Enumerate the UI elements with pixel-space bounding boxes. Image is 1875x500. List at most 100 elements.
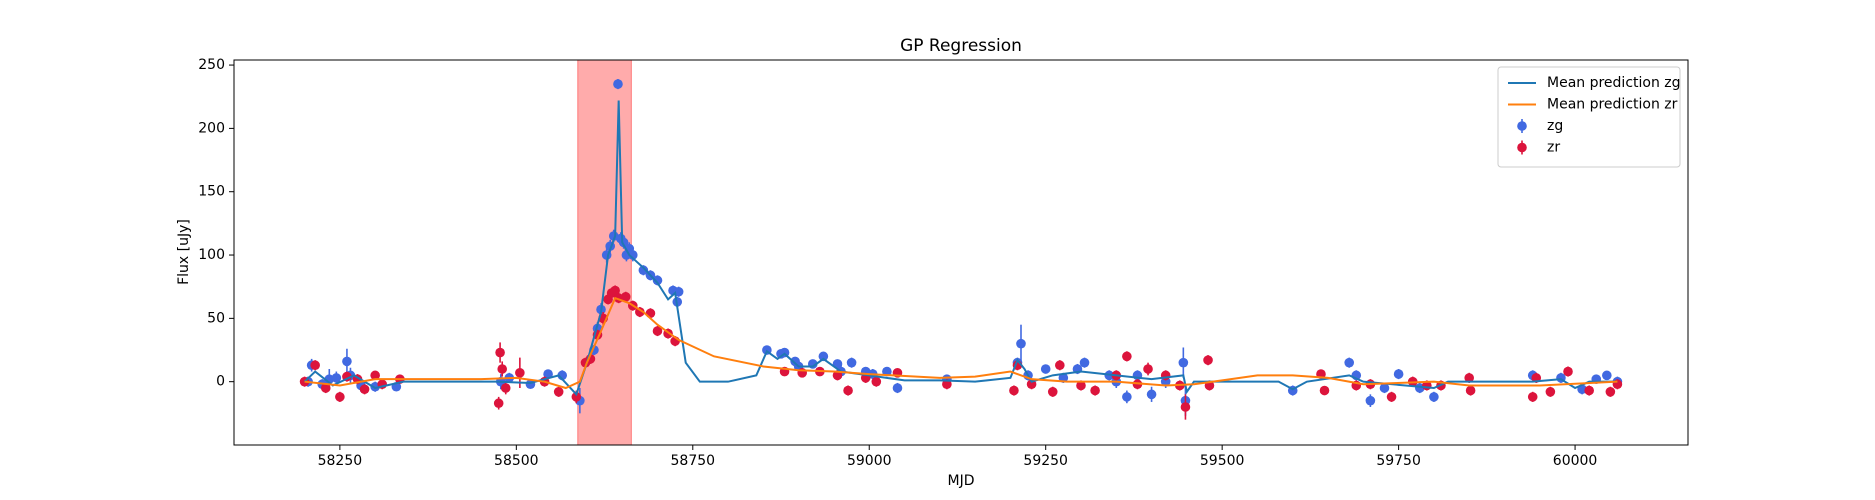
data-point (515, 368, 525, 378)
x-tick-label: 59000 (847, 453, 892, 469)
error-point (1379, 382, 1390, 394)
x-tick-label: 58500 (494, 453, 539, 469)
data-point (495, 347, 505, 358)
error-point (1047, 386, 1058, 397)
data-point (1602, 370, 1612, 381)
data-point (331, 373, 342, 383)
data-point (310, 360, 320, 371)
data-point (1344, 357, 1355, 368)
error-point (1605, 386, 1616, 397)
data-point (1079, 357, 1090, 368)
data-point (1090, 385, 1100, 396)
data-point (1203, 355, 1213, 365)
data-point (635, 307, 645, 317)
data-point (1429, 392, 1439, 402)
error-point (1090, 385, 1100, 396)
error-point (1040, 364, 1051, 374)
error-point (1393, 369, 1404, 380)
error-point (342, 348, 352, 375)
legend-label: zg (1547, 118, 1563, 134)
error-point (331, 371, 342, 385)
error-point (359, 384, 370, 395)
error-point (543, 369, 553, 379)
legend-swatch (1517, 121, 1527, 131)
x-tick-label: 59750 (1376, 453, 1421, 469)
error-point (620, 291, 631, 302)
error-point (1527, 391, 1538, 402)
data-point (1143, 364, 1153, 374)
legend-label: Mean prediction zr (1547, 97, 1678, 113)
data-point (553, 387, 564, 397)
y-tick-label: 50 (207, 310, 225, 326)
error-point (370, 370, 380, 381)
data-point (846, 357, 857, 368)
data-point (1605, 387, 1616, 397)
mean-line (304, 296, 1618, 390)
data-point (335, 392, 345, 402)
axes-frame (233, 59, 1689, 446)
data-point (1122, 351, 1132, 362)
x-tick-label: 60000 (1553, 453, 1598, 469)
data-point (497, 364, 508, 374)
error-point (1584, 385, 1594, 396)
data-point (571, 392, 582, 402)
data-point (1527, 392, 1538, 402)
error-point (1429, 391, 1439, 402)
legend-label: Mean prediction zg (1547, 75, 1681, 91)
data-point (1040, 364, 1051, 374)
data-point (370, 370, 380, 381)
error-point (553, 386, 564, 397)
error-point (871, 376, 882, 387)
error-point (1545, 386, 1556, 397)
data-point (1047, 387, 1058, 397)
data-point (1365, 395, 1376, 406)
error-point (610, 285, 620, 296)
x-tick-label: 58750 (671, 453, 716, 469)
error-point (1122, 390, 1132, 404)
data-point (1464, 373, 1474, 383)
y-axis-label: Flux [uJy] (176, 219, 192, 285)
data-point (1076, 380, 1086, 391)
error-point (652, 325, 663, 337)
error-point (497, 361, 508, 377)
data-point (638, 265, 649, 276)
chart-title: GP Regression (900, 36, 1022, 56)
plot-area (299, 60, 1623, 445)
data-point (1319, 385, 1330, 396)
data-point (1055, 360, 1065, 371)
data-point (500, 383, 511, 393)
data-point (610, 285, 620, 296)
error-point (1122, 351, 1132, 362)
y-tick-label: 0 (216, 374, 225, 390)
data-point (1009, 385, 1019, 396)
data-point (1180, 402, 1191, 412)
error-point (1009, 385, 1019, 396)
x-tick-label: 59500 (1200, 453, 1245, 469)
data-point (871, 376, 882, 387)
error-point (1203, 355, 1213, 366)
legend-box (1497, 66, 1681, 168)
error-point (1143, 362, 1153, 376)
error-point (645, 308, 656, 319)
data-point (1545, 387, 1556, 397)
legend-swatch (1517, 142, 1527, 153)
data-point (652, 275, 663, 286)
error-point (1465, 385, 1476, 396)
data-point (1379, 383, 1390, 393)
data-point (1016, 338, 1026, 349)
error-point (1146, 386, 1157, 402)
error-point (843, 385, 853, 396)
error-point (335, 391, 345, 402)
data-point (620, 292, 631, 302)
error-point (892, 382, 903, 394)
data-point (627, 250, 638, 260)
error-point (846, 357, 857, 368)
data-point (1465, 385, 1476, 396)
data-point (818, 351, 829, 362)
error-point (1180, 394, 1191, 420)
error-point (1016, 324, 1026, 363)
data-point (892, 383, 903, 393)
mean-line (303, 100, 1618, 397)
data-point (613, 79, 623, 89)
y-tick-label: 200 (198, 120, 225, 136)
